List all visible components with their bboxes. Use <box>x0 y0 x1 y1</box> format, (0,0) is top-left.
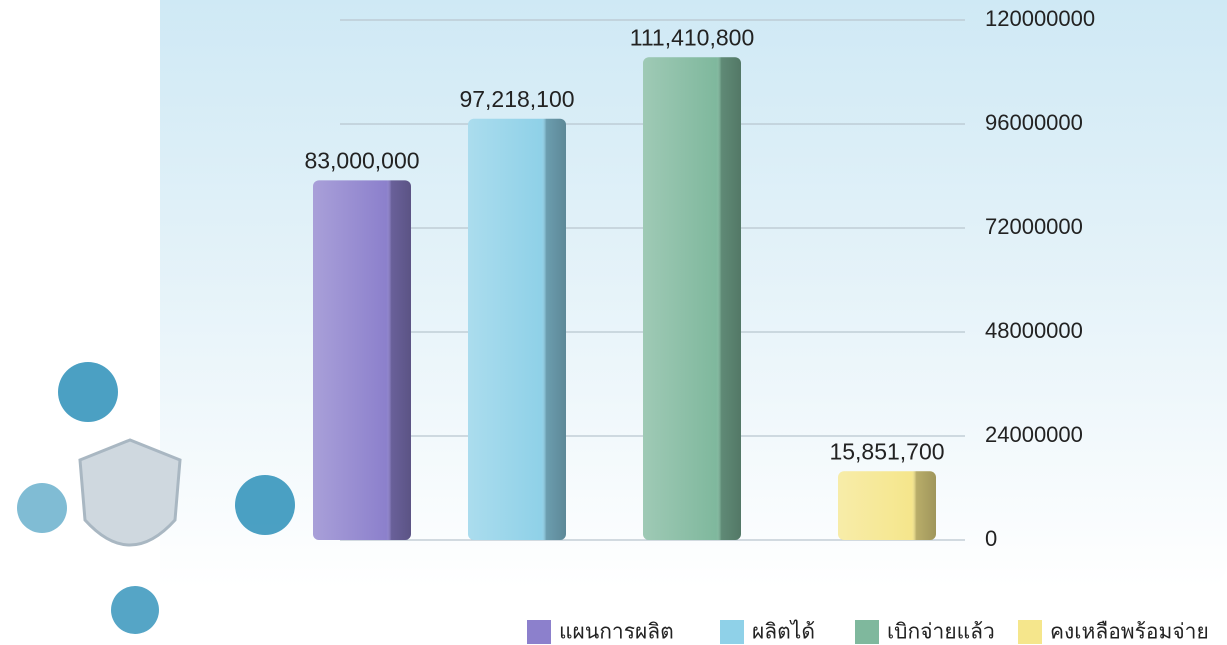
y-tick-label: 72000000 <box>985 214 1083 239</box>
decoration <box>17 362 295 634</box>
legend-swatch <box>1018 620 1042 644</box>
value-label: 15,851,700 <box>829 438 944 464</box>
bar-shade <box>313 180 411 541</box>
legend-swatch <box>855 620 879 644</box>
bar-shade <box>468 118 566 541</box>
value-label: 97,218,100 <box>459 86 574 112</box>
y-tick-label: 24000000 <box>985 422 1083 447</box>
legend-label: คงเหลือพร้อมจ่าย <box>1050 621 1209 644</box>
y-tick-label: 120000000 <box>985 6 1095 31</box>
y-tick-label: 96000000 <box>985 110 1083 135</box>
legend-label: แผนการผลิต <box>559 621 674 644</box>
bar-shade <box>838 471 936 540</box>
legend-swatch <box>720 620 744 644</box>
value-label: 83,000,000 <box>304 147 419 173</box>
bar-shade <box>643 57 741 540</box>
y-tick-label: 48000000 <box>985 318 1083 343</box>
y-tick-label: 0 <box>985 526 997 551</box>
legend-swatch <box>527 620 551 644</box>
legend-label: ผลิตได้ <box>752 620 815 644</box>
value-label: 111,410,800 <box>630 24 755 50</box>
legend-label: เบิกจ่ายแล้ว <box>887 621 995 644</box>
